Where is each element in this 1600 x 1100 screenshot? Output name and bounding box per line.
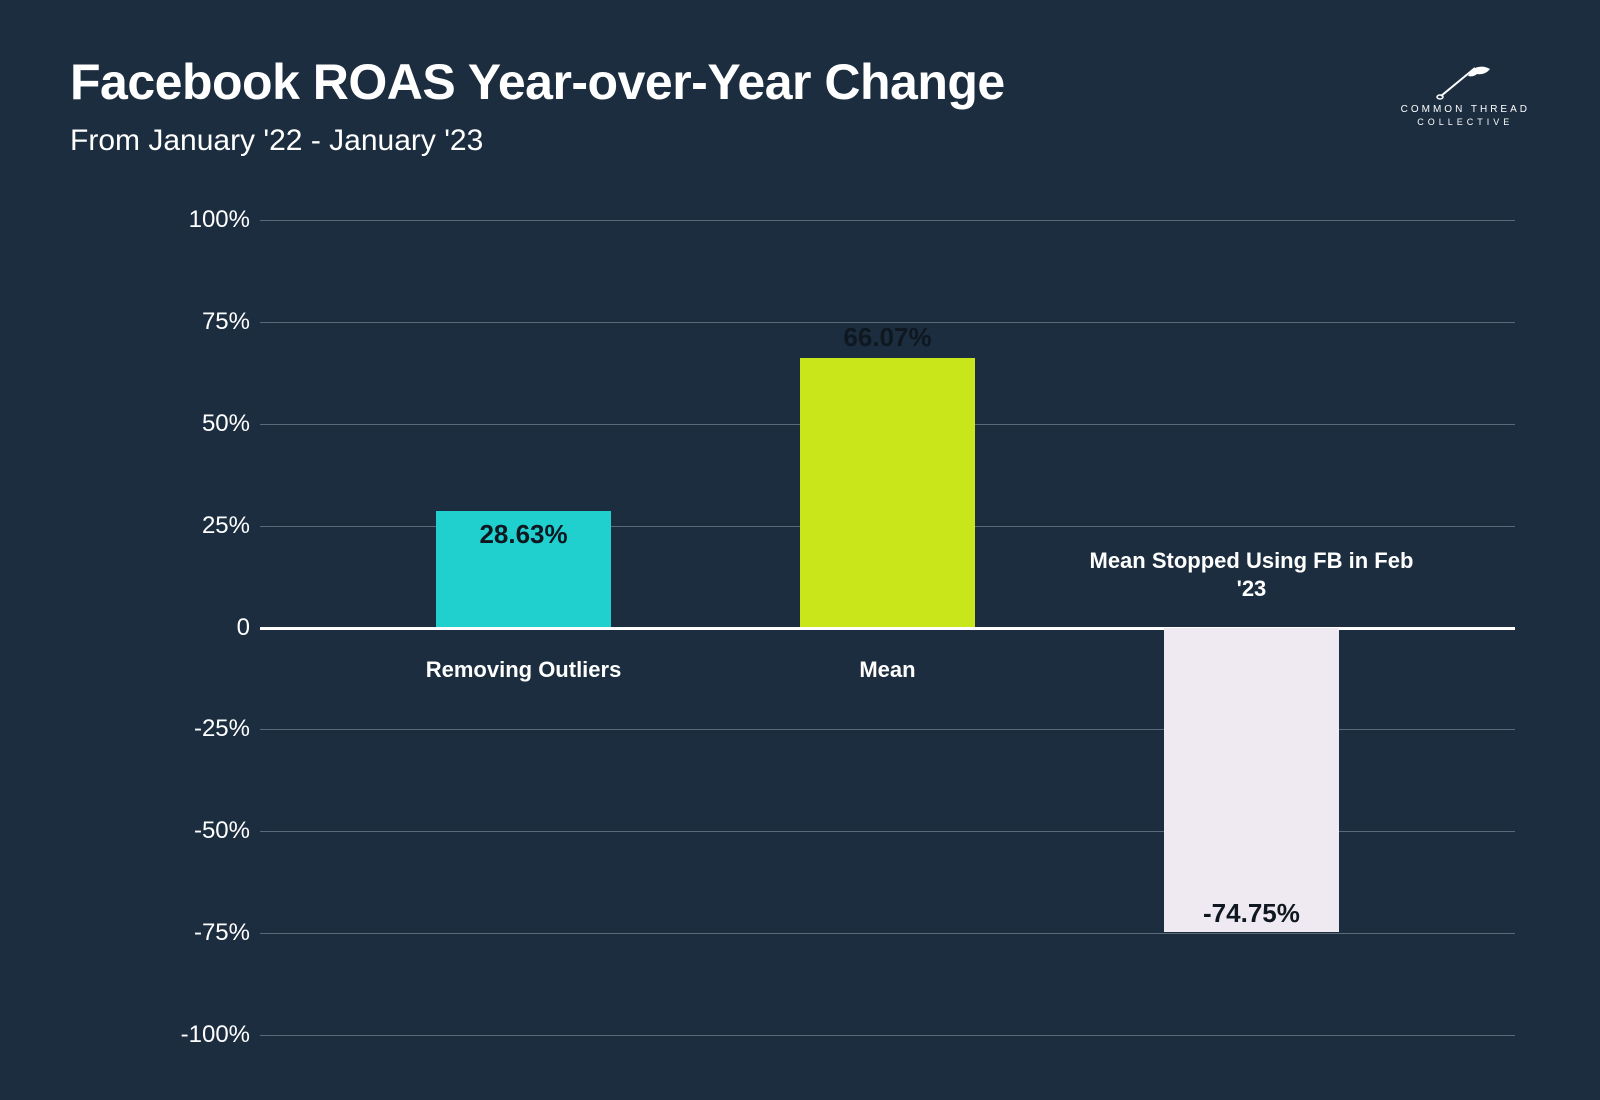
y-tick-label: -50% [150,817,250,845]
logo-text-line2: COLLECTIVE [1401,117,1530,127]
gridline [260,1035,1515,1036]
flag-needle-icon [1435,60,1495,100]
plot-area: 28.63% Removing Outliers 66.07% Mean -74.75%… [260,220,1515,1035]
bar [800,358,976,627]
chart-subtitle: From January '22 - January '23 [70,124,1371,158]
y-axis-ticks: -100%-75%-50%-25%025%50%75%100% [150,220,250,1035]
y-tick-label: 50% [150,410,250,438]
gridline [260,933,1515,934]
y-tick-label: 100% [150,206,250,234]
bar-value-label: 66.07% [843,322,931,353]
y-tick-label: -100% [150,1021,250,1049]
bar-value-label: 28.63% [479,519,567,550]
bar [1164,628,1340,933]
chart-area: -100%-75%-50%-25%025%50%75%100% 28.63%Re… [150,220,1515,1035]
brand-logo: COMMON THREAD COLLECTIVE [1401,60,1530,127]
header: Facebook ROAS Year-over-Year Change From… [70,55,1530,158]
y-tick-label: 0 [150,614,250,642]
gridline [260,220,1515,221]
logo-text-line1: COMMON THREAD [1401,104,1530,115]
y-tick-label: 25% [150,512,250,540]
y-tick-label: 75% [150,308,250,336]
y-tick-label: -75% [150,919,250,947]
bar-category-label: Mean Stopped Using FB in Feb '23 [1076,547,1427,604]
bar-category-label: Removing Outliers [348,656,699,685]
chart-canvas: Facebook ROAS Year-over-Year Change From… [0,0,1600,1100]
title-block: Facebook ROAS Year-over-Year Change From… [70,55,1371,158]
y-tick-label: -25% [150,715,250,743]
bar-category-label: Mean [712,656,1063,685]
bar-value-label: -74.75% [1203,898,1300,929]
chart-title: Facebook ROAS Year-over-Year Change [70,55,1371,110]
